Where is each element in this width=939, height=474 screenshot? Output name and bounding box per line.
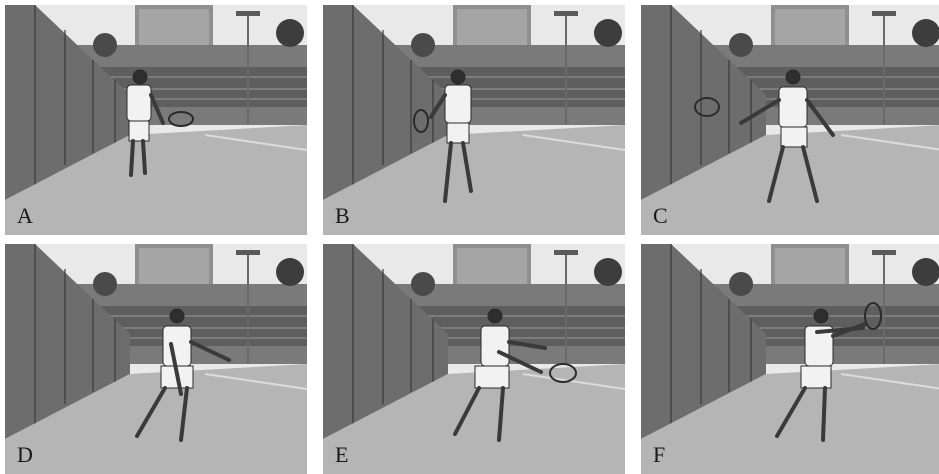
tennis-court-photo	[323, 244, 625, 474]
panel-label: E	[335, 442, 349, 467]
tennis-court-photo	[5, 244, 307, 474]
photo-panel-e: E	[323, 244, 625, 474]
panel-label: F	[653, 442, 666, 467]
tennis-court-photo	[641, 244, 939, 474]
tennis-court-photo	[641, 5, 939, 235]
tennis-court-photo	[323, 5, 625, 235]
panel-label: C	[653, 203, 668, 228]
panel-label: A	[17, 203, 33, 228]
photo-panel-d: D	[5, 244, 307, 474]
tennis-court-photo	[5, 5, 307, 235]
photo-panel-a: A	[5, 5, 307, 235]
photo-panel-f: F	[641, 244, 939, 474]
photo-panel-c: C	[641, 5, 939, 235]
panel-label: B	[335, 203, 350, 228]
panel-label: D	[17, 442, 33, 467]
photo-panel-b: B	[323, 5, 625, 235]
